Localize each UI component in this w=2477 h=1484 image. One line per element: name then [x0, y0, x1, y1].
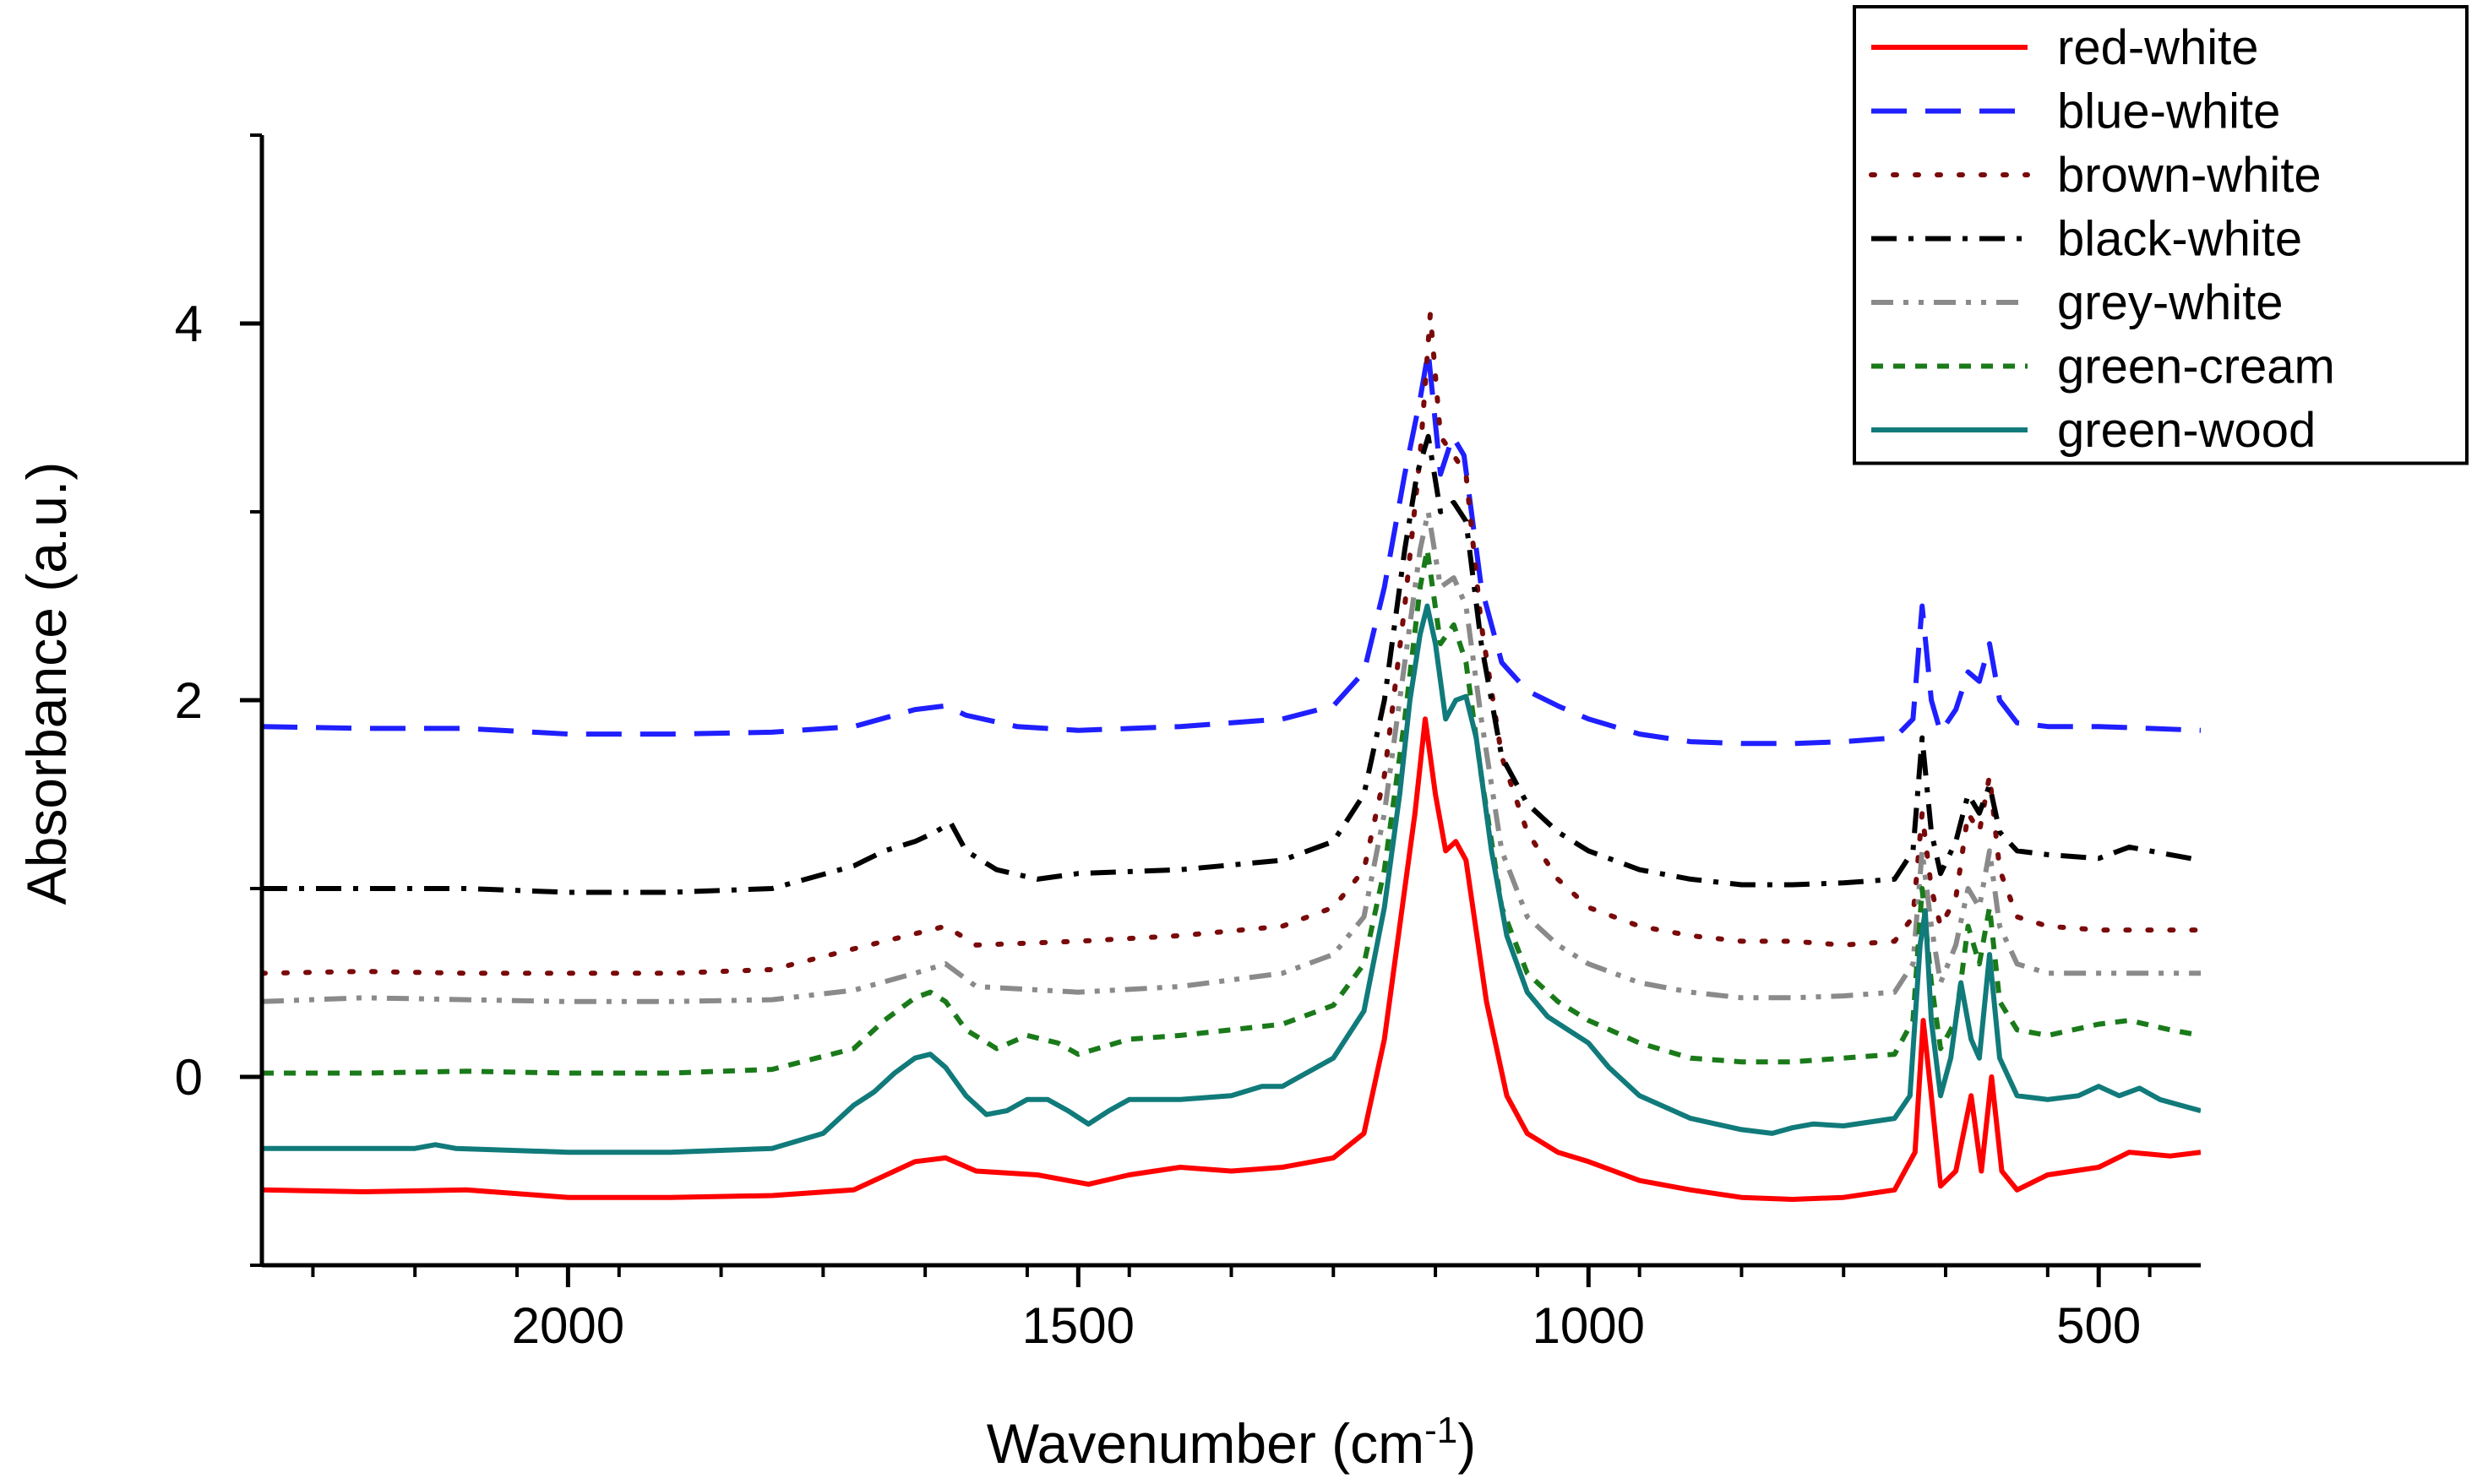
x-axis-title-main: Wavenumber (cm — [987, 1412, 1424, 1475]
x-axis-title: Wavenumber (cm-1) — [987, 1410, 1476, 1476]
legend-label-green-wood: green-wood — [2057, 403, 2316, 458]
x-axis-title-close: ) — [1457, 1412, 1476, 1475]
x-tick-label: 1500 — [1022, 1297, 1135, 1354]
x-tick-label: 1000 — [1532, 1297, 1645, 1354]
series-line-grey-white — [262, 509, 2201, 1004]
series-line-black-white — [262, 433, 2201, 895]
series-line-blue-white — [262, 349, 2201, 747]
legend-label-green-cream: green-cream — [2057, 340, 2335, 394]
legend-label-red-white: red-white — [2057, 20, 2259, 75]
legend: red-white blue-white brown-white black-whit… — [1853, 5, 2469, 465]
legend-label-black-white: black-white — [2057, 212, 2302, 267]
y-axis-title: Absorbance (a.u.) — [15, 462, 78, 905]
series-line-green-wood — [262, 603, 2201, 1155]
series-layer — [262, 311, 2201, 1202]
series-line-brown-white — [262, 311, 2201, 976]
y-tick-label: 2 — [175, 672, 203, 729]
x-axis-title-superscript: -1 — [1424, 1410, 1457, 1451]
legend-label-blue-white: blue-white — [2057, 84, 2280, 139]
legend-box — [1853, 5, 2469, 465]
x-tick-label: 500 — [2056, 1297, 2141, 1354]
series-line-red-white — [262, 716, 2201, 1202]
legend-label-brown-white: brown-white — [2057, 148, 2322, 203]
x-tick-label: 2000 — [512, 1297, 624, 1354]
legend-label-grey-white: grey-white — [2057, 275, 2284, 330]
y-tick-label: 0 — [175, 1049, 203, 1106]
tick-layer: 2000 1500 1000 500 0 2 4 — [175, 133, 2152, 1354]
y-tick-label: 4 — [175, 296, 203, 352]
series-line-green-cream — [262, 546, 2201, 1076]
